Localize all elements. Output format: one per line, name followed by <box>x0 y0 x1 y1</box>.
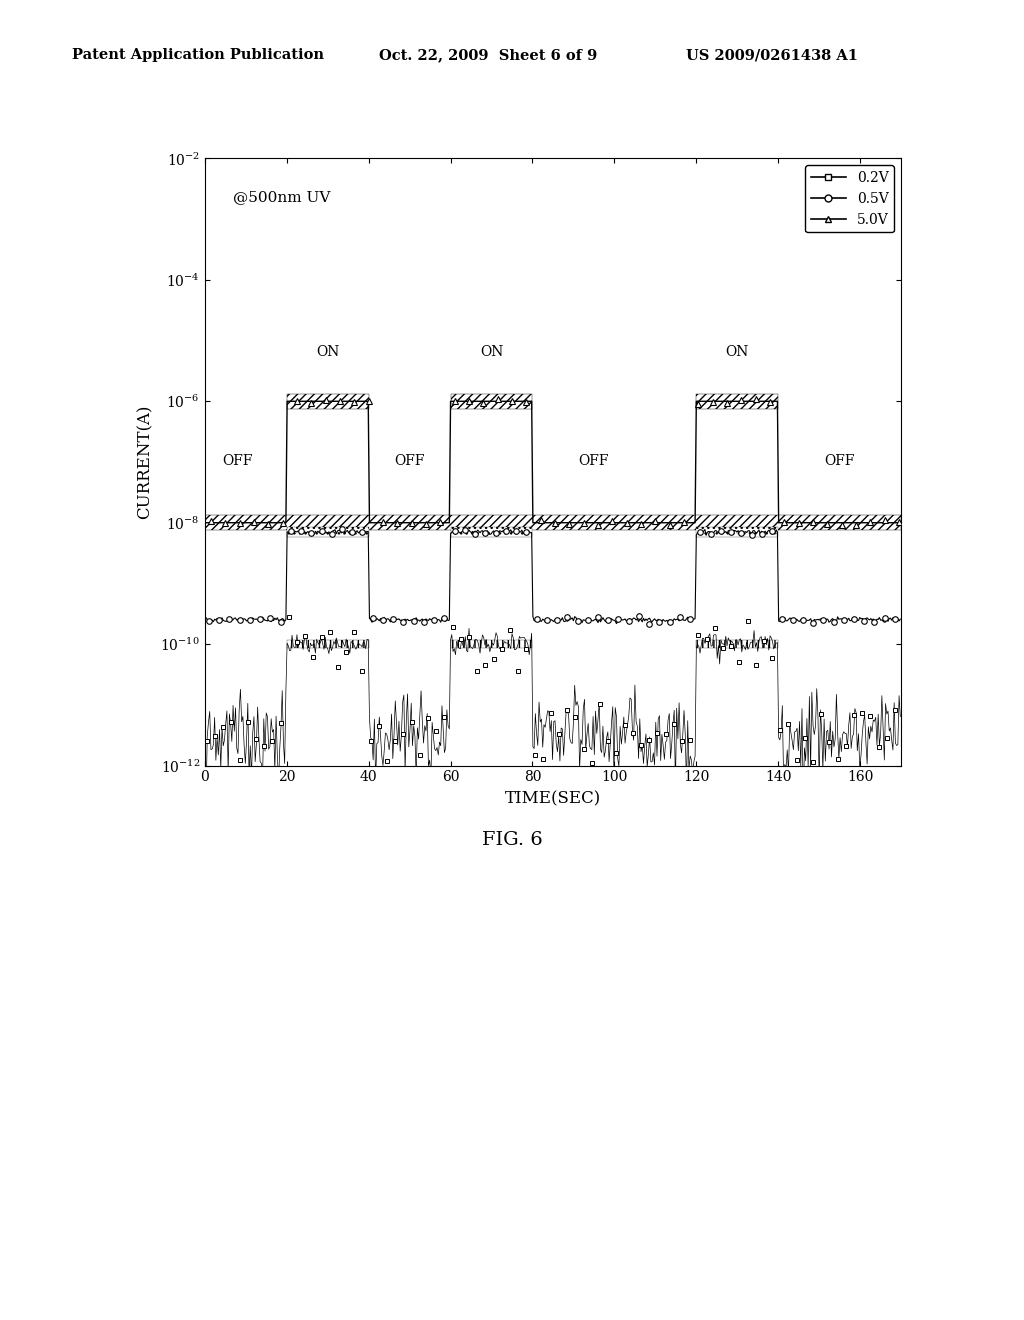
X-axis label: TIME(SEC): TIME(SEC) <box>505 789 601 807</box>
Text: OFF: OFF <box>394 454 425 469</box>
Text: ON: ON <box>726 345 749 359</box>
Text: @500nm UV: @500nm UV <box>232 190 330 203</box>
Text: OFF: OFF <box>824 454 855 469</box>
Text: OFF: OFF <box>579 454 609 469</box>
Text: ON: ON <box>316 345 339 359</box>
Legend: 0.2V, 0.5V, 5.0V: 0.2V, 0.5V, 5.0V <box>806 165 894 232</box>
Text: ON: ON <box>480 345 503 359</box>
Text: Oct. 22, 2009  Sheet 6 of 9: Oct. 22, 2009 Sheet 6 of 9 <box>379 49 597 62</box>
Text: Patent Application Publication: Patent Application Publication <box>72 49 324 62</box>
Y-axis label: CURRENT(A): CURRENT(A) <box>136 405 154 519</box>
Text: US 2009/0261438 A1: US 2009/0261438 A1 <box>686 49 858 62</box>
Text: FIG. 6: FIG. 6 <box>481 830 543 849</box>
Text: OFF: OFF <box>222 454 253 469</box>
